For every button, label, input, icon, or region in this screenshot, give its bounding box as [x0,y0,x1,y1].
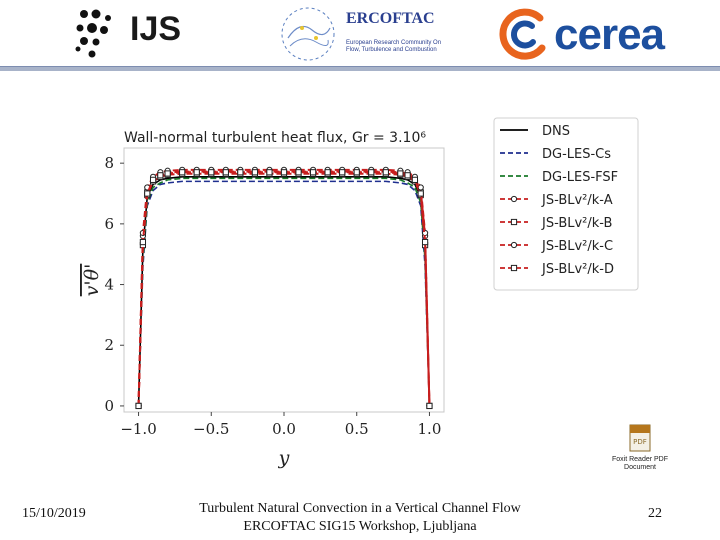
y-tick-label: 2 [104,336,114,354]
series-point [280,169,288,176]
footer-date: 15/10/2019 [22,506,86,521]
legend-label: JS-BLv²/k-D [541,262,614,277]
page-number: 22 [648,506,662,521]
series-line [137,170,431,406]
series-point [417,184,424,191]
series-point [135,402,142,410]
series-point [295,169,302,176]
x-tick-label: 0.5 [345,420,369,438]
ercoftac-title: ERCOFTAC [346,10,435,27]
series-point [179,169,186,176]
legend-box [493,117,639,291]
legend-label: JS-BLv²/k-B [541,216,612,231]
series-point [421,238,429,246]
ijs-dots-icon [75,9,111,58]
series-line [137,177,431,406]
legend-label: DNS [542,124,570,139]
series-point [144,190,151,197]
series-point [417,190,424,197]
chart-title: Wall-normal turbulent heat flux, Gr = 3.… [124,130,426,146]
series-line [137,176,431,406]
series-line [137,172,431,406]
ercoftac-subtitle-line: Flow, Turbulence and Combustion [346,47,437,53]
y-tick-label: 0 [104,397,114,415]
series-point [149,176,157,183]
series-point [368,169,375,176]
legend-label: JS-BLv²/k-A [541,193,613,208]
x-tick-label: −1.0 [120,420,156,438]
legend-marker [510,218,518,226]
series-point [339,169,346,176]
svg-text:PDF: PDF [633,438,647,446]
series-point [266,169,273,176]
series-point [324,169,331,176]
series-point [157,172,164,179]
ercoftac-emblem-icon [281,7,335,61]
series-point [426,402,433,410]
ercoftac-subtitle: European Research Community On Flow, Tur… [346,40,446,54]
legend-marker [510,241,518,249]
legend-marker [510,264,518,272]
pdf-label-line: Document [624,464,656,471]
series-point [222,169,229,176]
series-point [309,169,317,176]
y-tick-label: 4 [104,276,114,294]
x-tick-label: 1.0 [418,420,442,438]
pdf-document-icon: PDF [629,424,651,452]
series-point [353,169,360,176]
legend-marker [510,195,518,203]
series-point [397,170,404,177]
series-point [164,170,171,177]
series-point [193,169,200,176]
series-point [382,169,389,176]
series-line [137,180,431,406]
series-point [251,169,259,176]
cerea-swirl-icon [499,8,546,60]
cerea-logo: cerea [496,4,680,64]
legend-label: DG-LES-Cs [542,147,611,162]
y-axis-label: v'θ' [81,264,103,297]
x-tick-label: 0.0 [272,420,296,438]
series-line [137,171,431,406]
cerea-logo-text: cerea [554,10,665,59]
series-point [404,172,411,179]
series-point [208,169,215,176]
footer-title: Turbulent Natural Convection in a Vertic… [160,500,560,536]
y-tick-label: 6 [104,215,114,233]
x-tick-label: −0.5 [193,420,229,438]
footer-title-line: ERCOFTAC SIG15 Workshop, Ljubljana [243,519,477,534]
header-divider [0,66,720,71]
ercoftac-logo: ERCOFTAC European Research Community On … [272,4,452,64]
series-line [137,168,431,406]
ijs-logo: IJS [72,4,202,60]
x-axis-label: y [278,447,290,469]
plot-frame [123,147,445,413]
pdf-attachment[interactable]: PDF Foxit Reader PDF Document [600,424,680,476]
pdf-label-line: Foxit Reader PDF [611,456,669,463]
legend-label: DG-LES-FSF [542,170,618,185]
footer-title-line: Turbulent Natural Convection in a Vertic… [199,501,521,516]
y-tick-label: 8 [104,154,114,172]
series-point [411,176,419,183]
series-point [139,238,147,246]
legend-label: JS-BLv²/k-C [541,239,613,254]
ercoftac-subtitle-line: European Research Community On [346,40,442,46]
series-point [237,169,244,176]
ijs-logo-text: IJS [130,10,182,48]
